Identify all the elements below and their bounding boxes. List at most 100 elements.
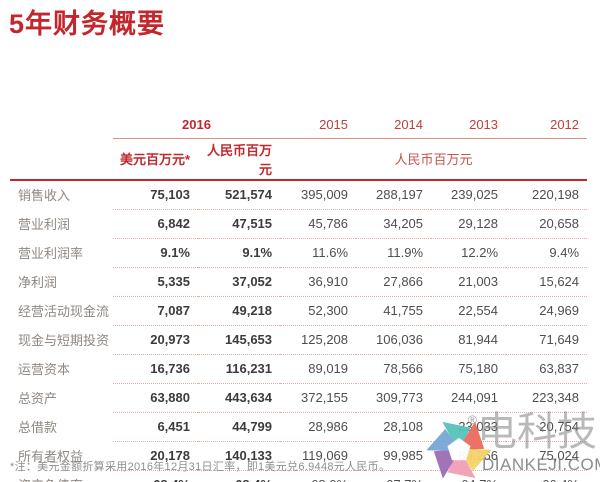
cell-value: 220,198 xyxy=(506,179,588,210)
cell-value: 28,108 xyxy=(356,412,432,442)
cell-value: 21,003 xyxy=(431,267,507,297)
row-label: 经营活动现金流 xyxy=(18,304,110,319)
cell-value: 75,180 xyxy=(431,354,507,384)
cell-value: 6,842 xyxy=(113,209,198,239)
row-label: 现金与短期投资 xyxy=(18,333,110,348)
cell-value: 9.4% xyxy=(506,238,588,268)
cell-value: 20,658 xyxy=(506,209,588,239)
cell-value: 7,087 xyxy=(113,296,198,326)
cell-value: 45,786 xyxy=(280,209,357,239)
cell-value: 44,799 xyxy=(198,412,281,442)
cell-value: 20,973 xyxy=(113,325,198,355)
cell-value: 29,128 xyxy=(431,209,507,239)
table-row-operating-cash-flow: 经营活动现金流 7,087 49,218 52,300 41,755 22,55… xyxy=(10,296,588,326)
header-year-2015: 2015 xyxy=(280,111,357,139)
table-row-operating-profit: 营业利润 6,842 47,515 45,786 34,205 29,128 2… xyxy=(10,209,588,239)
cell-value: 34,205 xyxy=(356,209,432,239)
header-spacer xyxy=(10,111,113,138)
table-row-total-borrowings: 总借款 6,451 44,799 28,986 28,108 23,033 20… xyxy=(10,412,588,442)
cell-value: 119,069 xyxy=(280,441,357,471)
row-label: 总借款 xyxy=(18,420,58,435)
cell-value: 49,218 xyxy=(198,296,281,326)
cell-value: 145,653 xyxy=(198,325,281,355)
header-year-2013: 2013 xyxy=(431,111,507,139)
cell-value: 116,231 xyxy=(198,354,281,384)
table-row-operating-margin: 营业利润率 9.1% 9.1% 11.6% 11.9% 12.2% 9.4% xyxy=(10,238,588,268)
header-row-units: 美元百万元* 人民币百万元 人民币百万元 xyxy=(10,138,588,181)
header-usd-millions: 美元百万元* xyxy=(113,138,198,181)
cell-value: 140,133 xyxy=(198,441,281,471)
cell-value: 89,019 xyxy=(280,354,357,384)
cell-value: 223,348 xyxy=(506,383,588,413)
cell-value: 68.4% xyxy=(113,470,198,482)
cell-value: 12.2% xyxy=(431,238,507,268)
cell-value: 27,866 xyxy=(356,267,432,297)
cell-value: 372,155 xyxy=(280,383,357,413)
row-label: 资产负债率 xyxy=(10,470,113,482)
exchange-rate-footnote: *注：美元金额折算采用2016年12月31日汇率，即1美元兑6.9448元人民币… xyxy=(10,461,391,473)
table-row-working-capital: 运营资本 16,736 116,231 89,019 78,566 75,180… xyxy=(10,354,588,384)
table-row-cash-short-term-investments: 现金与短期投资 20,973 145,653 125,208 106,036 8… xyxy=(10,325,588,355)
cell-value: 78,566 xyxy=(356,354,432,384)
cell-value: 68.0% xyxy=(280,470,356,482)
cell-value: 66.4% xyxy=(506,470,587,482)
cell-value: 125,208 xyxy=(280,325,357,355)
cell-value: 99,985 xyxy=(356,441,432,471)
row-label: 营业利润 xyxy=(18,217,71,232)
cell-value: 443,634 xyxy=(198,383,281,413)
cell-value: 6,451 xyxy=(113,412,198,442)
cell-value: 24,969 xyxy=(506,296,588,326)
table-row-net-profit: 净利润 5,335 37,052 36,910 27,866 21,003 15… xyxy=(10,267,588,297)
table-row-sales-revenue: 销售收入 75,103 521,574 395,009 288,197 239,… xyxy=(10,179,588,210)
cell-value: 37,052 xyxy=(198,267,281,297)
cell-value: 521,574 xyxy=(198,179,281,210)
cell-value: 106,036 xyxy=(356,325,432,355)
cell-value: 75,103 xyxy=(113,179,198,210)
row-label: 销售收入 xyxy=(18,188,71,204)
cell-value: 52,300 xyxy=(280,296,357,326)
cell-value: 75,024 xyxy=(506,441,588,471)
cell-value: 86,266 xyxy=(431,441,507,471)
header-rmb-millions: 人民币百万元 xyxy=(198,138,281,181)
cell-value: 41,755 xyxy=(356,296,432,326)
header-year-2014: 2014 xyxy=(356,111,432,139)
table-row-total-assets: 总资产 63,880 443,634 372,155 309,773 244,0… xyxy=(10,383,588,413)
cell-value: 81,944 xyxy=(431,325,507,355)
cell-value: 16,736 xyxy=(113,354,198,384)
cell-value: 5,335 xyxy=(113,267,198,297)
cell-value: 9.1% xyxy=(198,238,281,268)
cell-value: 15,624 xyxy=(506,267,588,297)
cell-value: 64.7% xyxy=(431,470,506,482)
cell-value: 28,986 xyxy=(280,412,357,442)
cell-value: 63,837 xyxy=(506,354,588,384)
cell-value: 239,025 xyxy=(431,179,507,210)
cell-value: 71,649 xyxy=(506,325,588,355)
cell-value: 395,009 xyxy=(280,179,357,210)
cell-value: 244,091 xyxy=(431,383,507,413)
cell-value: 20,754 xyxy=(506,412,588,442)
row-label: 营业利润率 xyxy=(18,246,84,261)
page-title: 5年财务概要 xyxy=(9,9,166,39)
cell-value: 47,515 xyxy=(198,209,281,239)
row-label: 总资产 xyxy=(18,391,58,406)
cell-value: 11.6% xyxy=(280,238,357,268)
cell-value: 63,880 xyxy=(113,383,198,413)
row-label: 净利润 xyxy=(18,275,58,290)
cell-value: 23,033 xyxy=(431,412,507,442)
cell-value: 9.1% xyxy=(113,238,198,268)
cell-value: 11.9% xyxy=(356,238,432,268)
header-rmb-millions-group: 人民币百万元 xyxy=(280,138,588,181)
header-spacer xyxy=(10,138,113,181)
cell-value: 288,197 xyxy=(356,179,432,210)
table-row-debt-to-asset-ratio: 资产负债率 68.4% 68.4% 68.0% 67.7% 64.7% 66.4… xyxy=(10,470,587,482)
cell-value: 67.7% xyxy=(356,470,431,482)
header-year-2016: 2016 xyxy=(113,111,281,139)
cell-value: 22,554 xyxy=(431,296,507,326)
header-year-2012: 2012 xyxy=(506,111,588,139)
cell-value: 36,910 xyxy=(280,267,357,297)
row-label: 所有者权益 xyxy=(18,449,84,464)
financial-summary-table: 2016 2015 2014 2013 2012 美元百万元* 人民币百万元 人… xyxy=(10,111,588,482)
cell-value: 309,773 xyxy=(356,383,432,413)
cell-value: 20,178 xyxy=(113,441,198,471)
